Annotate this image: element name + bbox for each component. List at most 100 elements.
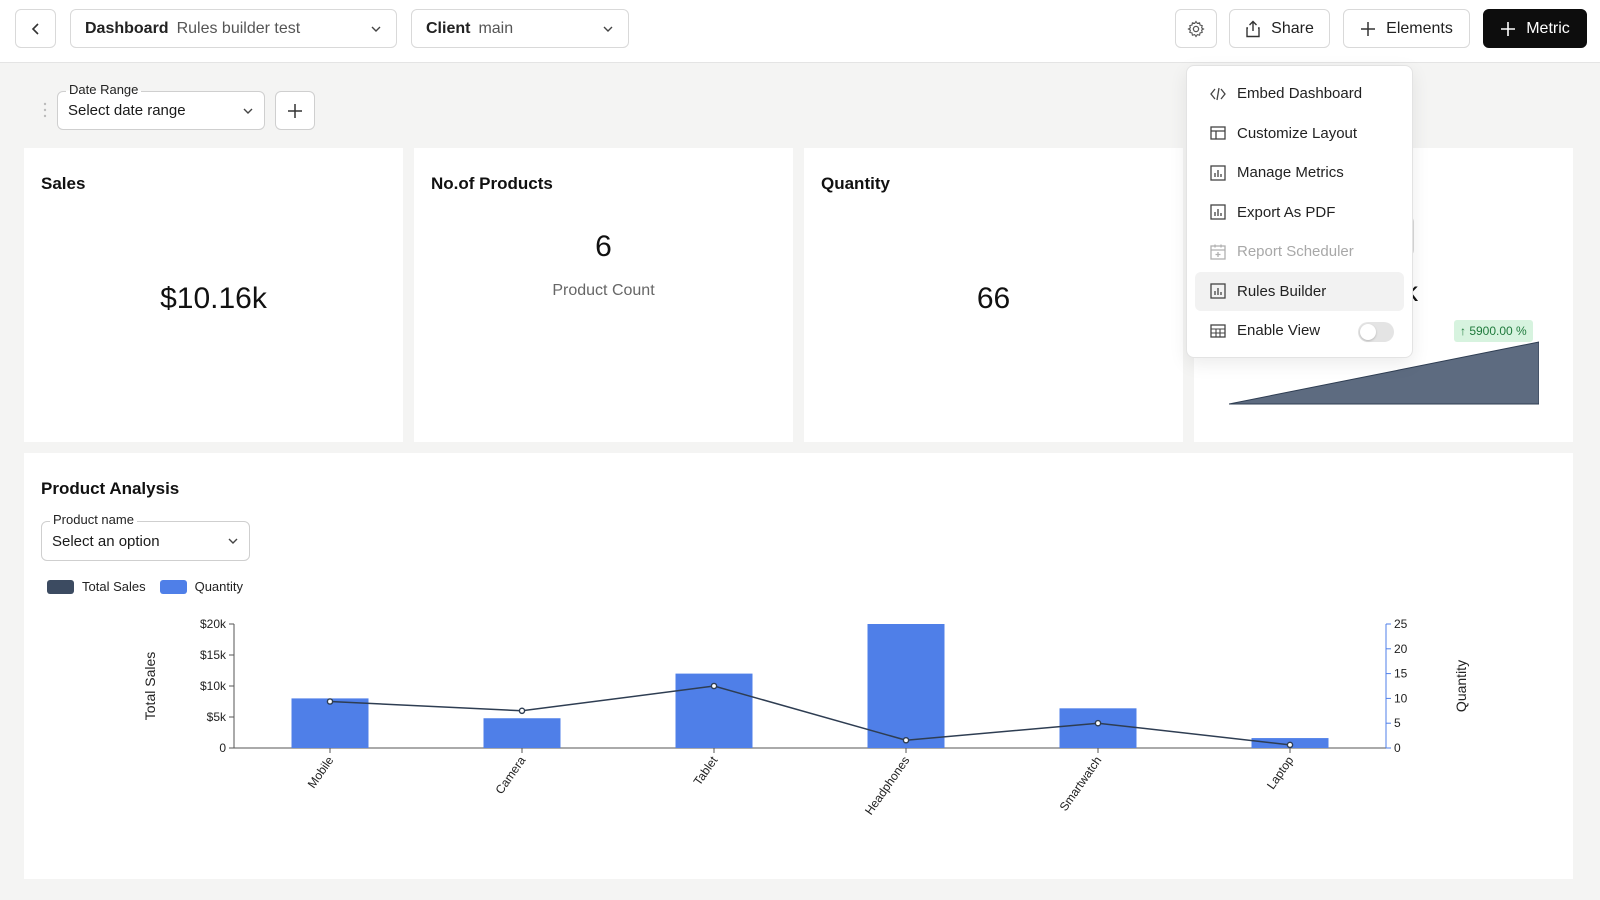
share-button[interactable]: Share <box>1229 9 1330 48</box>
trend-badge: ↑ 5900.00 % <box>1454 320 1533 342</box>
line-point-camera <box>518 707 526 715</box>
trend-area-chart <box>1229 341 1539 405</box>
date-range-label: Date Range <box>66 82 142 97</box>
x-tick-label: Headphones <box>862 754 913 818</box>
menu-item-export-as-pdf[interactable]: Export As PDF <box>1195 193 1404 233</box>
bar-headphones <box>867 624 945 748</box>
settings-dropdown-menu: Embed Dashboard Customize Layout Manage Me… <box>1186 65 1413 358</box>
y-axis-title: Total Sales <box>142 652 158 720</box>
menu-item-label: Rules Builder <box>1237 282 1327 300</box>
card-title: No.of Products <box>431 174 553 193</box>
calendar-plus-icon <box>1210 244 1226 260</box>
legend-swatch[interactable] <box>159 579 187 594</box>
share-button-label: Share <box>1271 19 1314 37</box>
dashboard-select-label: Dashboard <box>85 19 169 37</box>
x-tick-label: Laptop <box>1264 753 1297 791</box>
client-select-label: Client <box>426 19 471 37</box>
menu-item-enable-view[interactable]: Enable View <box>1195 311 1404 351</box>
product-analysis-card: Product Analysis Product name Select an … <box>24 453 1573 879</box>
bar-chart-icon <box>1210 204 1226 220</box>
chart-legend: Total Sales Quantity <box>47 579 243 594</box>
quantity-card: Quantity 66 <box>804 148 1183 442</box>
menu-item-rules-builder[interactable]: Rules Builder <box>1195 271 1404 311</box>
y2-tick-label: 20 <box>1394 642 1408 656</box>
elements-button-label: Elements <box>1386 19 1453 37</box>
menu-item-label: Manage Metrics <box>1237 164 1344 182</box>
quantity-value: 66 <box>976 282 1011 315</box>
menu-item-label: Export As PDF <box>1237 203 1336 221</box>
drag-handle-icon[interactable] <box>43 102 47 118</box>
y2-tick-label: 5 <box>1394 716 1401 730</box>
legend-label: Total Sales <box>82 579 146 594</box>
menu-item-label: Enable View <box>1237 322 1321 340</box>
card-title: Quantity <box>821 174 890 193</box>
menu-item-customize-layout[interactable]: Customize Layout <box>1195 114 1404 154</box>
legend-swatch[interactable] <box>47 579 74 594</box>
y2-tick-label: 0 <box>1394 741 1401 755</box>
chevron-down-icon <box>243 108 253 114</box>
product-name-label: Product name <box>50 512 137 527</box>
product-name-value: Select an option <box>52 532 160 550</box>
y-tick-label: 0 <box>219 741 226 755</box>
dashboard-select[interactable]: Dashboard Rules builder test <box>70 9 397 48</box>
line-point-headphones <box>902 736 910 744</box>
sales-value: $10.16k <box>160 282 267 315</box>
product-name-select[interactable]: Product name Select an option <box>41 512 250 561</box>
enable-view-toggle[interactable] <box>1358 322 1394 342</box>
menu-item-report-scheduler: Report Scheduler <box>1195 232 1404 272</box>
y-tick-label: $15k <box>200 648 227 662</box>
share-icon <box>1246 20 1260 37</box>
y-tick-label: $10k <box>200 679 227 693</box>
y2-tick-label: 25 <box>1394 617 1408 631</box>
top-bar: Dashboard Rules builder test Client main S… <box>0 0 1600 63</box>
line-point-tablet <box>710 682 718 690</box>
plus-icon <box>288 103 302 118</box>
bar-chart-icon <box>1210 283 1226 299</box>
y2-tick-label: 15 <box>1394 667 1408 681</box>
back-button[interactable] <box>15 9 56 48</box>
y2-axis-title: Quantity <box>1453 660 1469 712</box>
date-range-value: Select date range <box>68 102 186 119</box>
bar-mobile <box>291 698 369 748</box>
line-point-laptop <box>1286 741 1294 749</box>
elements-button[interactable]: Elements <box>1343 9 1470 48</box>
menu-item-embed-dashboard[interactable]: Embed Dashboard <box>1195 74 1404 114</box>
products-value: 6 <box>595 230 612 263</box>
menu-item-manage-metrics[interactable]: Manage Metrics <box>1195 153 1404 193</box>
y-tick-label: $5k <box>207 710 227 724</box>
plus-icon <box>1361 21 1376 36</box>
products-card: No.of Products 6 Product Count <box>414 148 793 442</box>
date-range-select[interactable]: Date Range Select date range <box>57 82 265 130</box>
client-select[interactable]: Client main <box>411 9 629 48</box>
chevron-down-icon <box>228 538 238 544</box>
layout-icon <box>1210 126 1226 140</box>
menu-item-label: Embed Dashboard <box>1237 85 1363 103</box>
table-icon <box>1210 324 1226 338</box>
bar-camera <box>483 718 561 748</box>
card-title: Sales <box>41 174 86 193</box>
x-tick-label: Tablet <box>691 753 721 788</box>
y-tick-label: $20k <box>200 617 227 631</box>
card-title: Product Analysis <box>41 479 180 498</box>
line-point-smartwatch <box>1094 719 1102 727</box>
add-metric-button[interactable]: Metric <box>1483 9 1587 48</box>
product-analysis-chart: 0 $5k $10k $15k $20k 0 5 10 15 20 25 Total Sales Qua… <box>142 617 1469 818</box>
chevron-left-icon <box>31 22 39 35</box>
y2-tick-label: 10 <box>1394 691 1408 705</box>
chevron-down-icon <box>371 26 381 32</box>
chevron-down-icon <box>603 26 613 32</box>
legend-label: Quantity <box>194 579 244 594</box>
line-point-mobile <box>326 698 334 705</box>
add-filter-button[interactable] <box>275 91 315 130</box>
dashboard-select-value: Rules builder test <box>176 19 301 37</box>
bar-chart-icon <box>1210 165 1226 181</box>
gear-icon <box>1187 20 1205 37</box>
plus-icon <box>1501 21 1516 36</box>
metric-button-label: Metric <box>1526 19 1570 37</box>
settings-button[interactable] <box>1175 9 1217 48</box>
x-tick-label: Camera <box>493 753 529 796</box>
client-select-value: main <box>478 19 514 37</box>
total-sales-line <box>329 685 1291 746</box>
products-subtitle: Product Count <box>552 282 655 299</box>
bar-smartwatch <box>1059 708 1137 748</box>
